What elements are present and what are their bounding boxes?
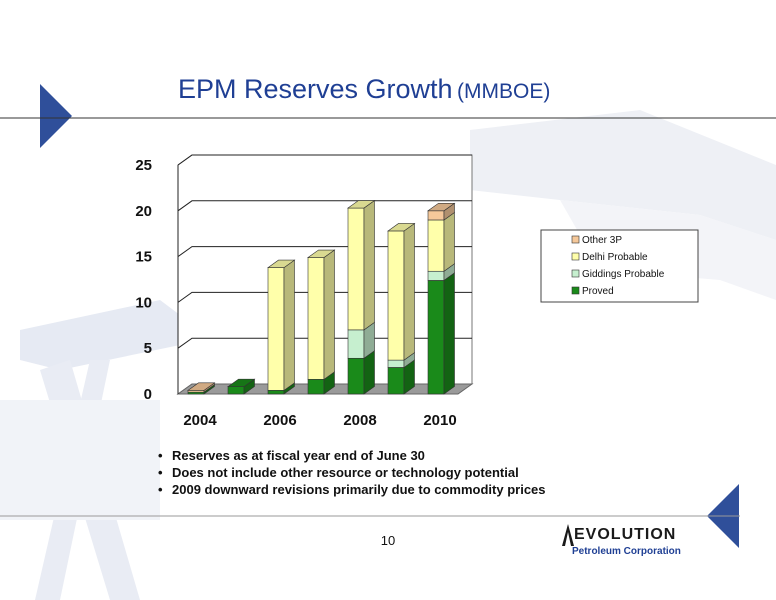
- watermark-pipeline: [470, 110, 776, 240]
- slide-title-unit: (MMBOE): [457, 80, 551, 103]
- bar-segment-side: [443, 272, 455, 395]
- bar-segment-side: [283, 259, 295, 391]
- watermark-ground: [0, 400, 160, 520]
- gridline: [177, 291, 472, 303]
- bar-top: [347, 200, 376, 209]
- bar-segment-side: [323, 249, 335, 380]
- bar-segment: [387, 359, 405, 368]
- gridline: [177, 154, 472, 166]
- x-tick-label: 2006: [263, 412, 296, 429]
- legend-swatch: [571, 235, 580, 244]
- bar-top: [427, 203, 456, 212]
- bullet-dot: •: [158, 465, 163, 480]
- bar-top: [187, 382, 216, 391]
- x-tick-label: 2010: [423, 412, 456, 429]
- bar-segment: [427, 270, 445, 281]
- bar-segment: [427, 219, 445, 272]
- bar-segment: [267, 267, 285, 391]
- x-tick-label: 2004: [183, 412, 217, 429]
- bar-segment: [267, 390, 285, 395]
- bullet-dot: •: [158, 448, 163, 463]
- bullet-text: 2009 downward revisions primarily due to…: [172, 482, 546, 497]
- bar-segment: [307, 257, 325, 380]
- y-tick-label: 5: [144, 340, 152, 357]
- watermark-pumpjack: [20, 300, 200, 370]
- bar-top: [267, 259, 296, 268]
- bar-segment: [427, 210, 445, 221]
- derrick-icon: [562, 524, 574, 546]
- y-tick-label: 15: [135, 249, 152, 266]
- bullet-item: • Does not include other resource or tech…: [158, 464, 546, 481]
- legend-label: Giddings Probable: [582, 269, 665, 280]
- bullet-item: • 2009 downward revisions primarily due t…: [158, 481, 546, 498]
- bullet-list: • Reserves as at fiscal year end of June …: [158, 447, 546, 498]
- logo-line2: Petroleum Corporation: [572, 546, 681, 557]
- bar-segment: [387, 367, 405, 395]
- bar-segment: [347, 357, 365, 395]
- bar-segment: [347, 329, 365, 359]
- y-tick-label: 25: [135, 157, 152, 174]
- legend-label: Other 3P: [582, 235, 622, 246]
- y-tick-label: 10: [135, 294, 152, 311]
- bullet-text: Does not include other resource or techn…: [172, 465, 519, 480]
- legend-swatch: [571, 252, 580, 261]
- y-tick-label: 0: [144, 386, 152, 403]
- bar-segment-side: [363, 199, 375, 331]
- x-tick-label: 2008: [343, 412, 376, 429]
- company-logo: EVOLUTION Petroleum Corporation: [560, 524, 690, 560]
- bar-segment: [347, 207, 365, 331]
- legend-swatch: [571, 269, 580, 278]
- bar-top: [307, 249, 336, 258]
- gridline: [177, 200, 472, 212]
- bar-segment: [307, 379, 325, 395]
- bar-segment-side: [443, 211, 455, 272]
- bullet-item: • Reserves as at fiscal year end of June …: [158, 447, 546, 464]
- legend-label: Delhi Probable: [582, 252, 648, 263]
- legend-box: [540, 229, 699, 303]
- page-number: 10: [380, 533, 396, 548]
- bar-segment-side: [403, 222, 415, 361]
- bar-top: [227, 378, 256, 387]
- y-tick-label: 20: [135, 203, 152, 220]
- bar-segment: [387, 230, 405, 361]
- bar-segment: [227, 386, 245, 395]
- accent-triangle-left: [40, 84, 72, 148]
- gridline: [177, 246, 472, 258]
- gridline: [177, 337, 472, 349]
- bar-segment: [427, 280, 445, 395]
- slide-title: EPM Reserves Growth (MMBOE): [178, 74, 550, 105]
- bullet-text: Reserves as at fiscal year end of June 3…: [172, 448, 425, 463]
- bar-top: [387, 223, 416, 232]
- legend-swatch: [571, 286, 580, 295]
- slide-title-main: EPM Reserves Growth: [178, 74, 453, 104]
- logo-line1: EVOLUTION: [574, 526, 677, 543]
- legend-label: Proved: [582, 286, 614, 297]
- bullet-dot: •: [158, 482, 163, 497]
